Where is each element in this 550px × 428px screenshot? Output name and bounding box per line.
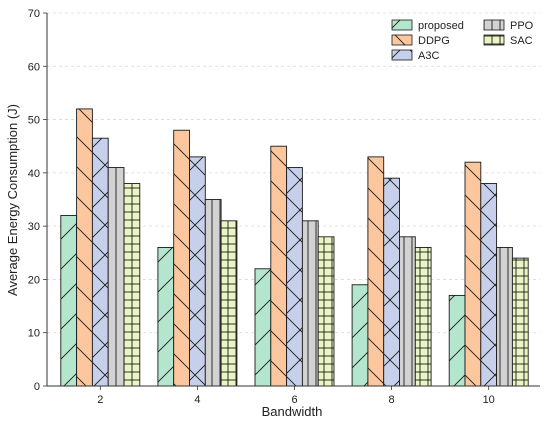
- y-tick-label: 60: [28, 61, 40, 73]
- bar-proposed-8: [351, 284, 369, 387]
- y-tick-label: 30: [28, 221, 40, 233]
- x-tick-label: 8: [389, 394, 395, 406]
- legend-swatch-a3c: [391, 49, 413, 61]
- legend-swatch-ppo: [483, 19, 505, 31]
- bar-ddpg-4: [173, 129, 190, 387]
- bar-sac-8: [414, 247, 432, 387]
- bar-proposed-4: [157, 247, 175, 387]
- bar-sac-6: [317, 236, 335, 387]
- bar-ppo-6: [301, 220, 319, 387]
- legend-swatch-ddpg: [391, 34, 413, 46]
- legend-label-ppo: PPO: [510, 20, 534, 32]
- y-axis-title: Average Energy Consumption (J): [5, 104, 20, 296]
- bar-a3c-8: [383, 177, 400, 387]
- bar-proposed-2: [60, 215, 78, 387]
- bar-proposed-6: [254, 268, 272, 387]
- y-tick-label: 70: [28, 8, 40, 20]
- bar-a3c-2: [91, 137, 109, 387]
- y-tick-label: 50: [28, 115, 40, 127]
- legend-swatch-proposed: [391, 19, 413, 31]
- bar-sac-10: [511, 257, 529, 387]
- legend-swatch-sac: [483, 34, 505, 46]
- bar-ppo-8: [399, 236, 416, 387]
- axes: 2 4 6 8 10 0 10 20 30 40 50 60 70: [28, 8, 540, 406]
- bar-ddpg-8: [367, 156, 385, 387]
- bar-ppo-2: [107, 167, 125, 387]
- bar-a3c-6: [286, 167, 303, 387]
- bar-sac-2: [123, 183, 141, 387]
- bar-a3c-10: [480, 183, 498, 387]
- x-tick-label: 6: [291, 394, 297, 406]
- bars: [60, 108, 529, 387]
- y-tick-label: 40: [28, 168, 40, 180]
- bar-ppo-10: [496, 247, 513, 387]
- x-tick-label: 4: [194, 394, 200, 406]
- x-tick-label: 2: [97, 394, 103, 406]
- bar-sac-4: [220, 220, 238, 387]
- legend-label-ddpg: DDPG: [418, 35, 450, 47]
- legend-label-sac: SAC: [510, 35, 533, 47]
- y-tick-label: 10: [28, 328, 40, 340]
- x-axis-title: Bandwidth: [262, 404, 323, 419]
- bar-ppo-4: [204, 199, 222, 387]
- y-tick-label: 0: [34, 381, 40, 393]
- legend: proposed DDPG A3C PPO SAC: [391, 19, 534, 62]
- bar-ddpg-2: [76, 108, 93, 387]
- bar-ddpg-6: [270, 145, 288, 387]
- y-tick-label: 20: [28, 274, 40, 286]
- bar-a3c-4: [189, 156, 206, 387]
- bar-proposed-10: [448, 294, 466, 387]
- legend-label-proposed: proposed: [418, 20, 464, 32]
- legend-label-a3c: A3C: [418, 50, 439, 62]
- x-tick-label: 10: [483, 394, 495, 406]
- bar-ddpg-10: [464, 161, 482, 387]
